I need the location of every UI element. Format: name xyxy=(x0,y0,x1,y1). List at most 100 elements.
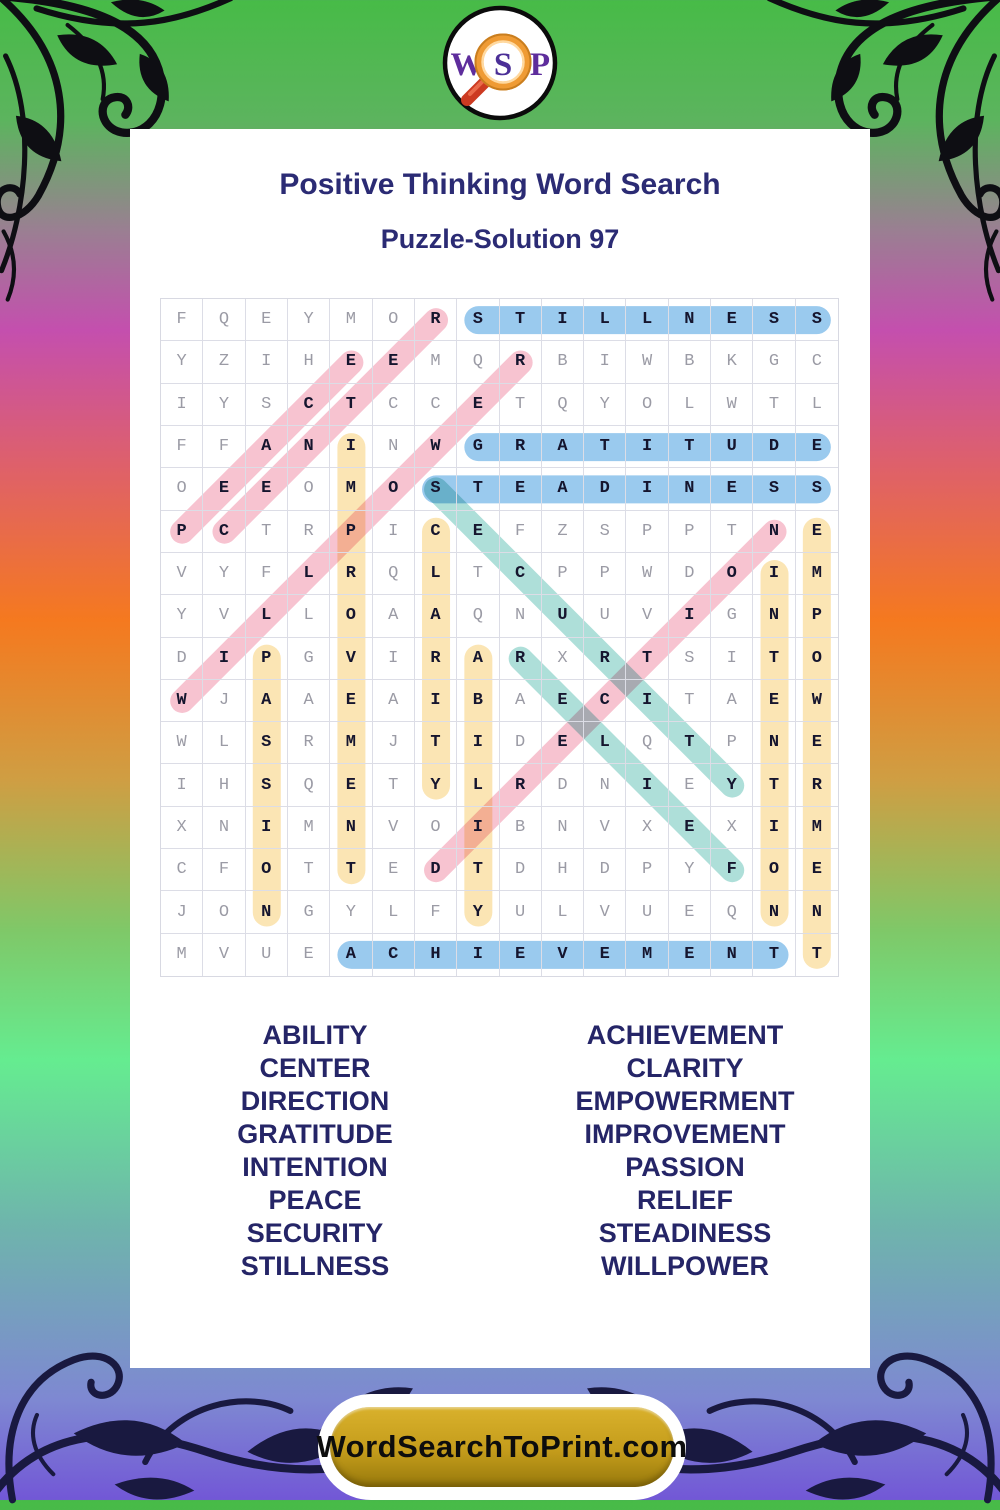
grid-cell: M xyxy=(330,722,373,765)
grid-cell: Z xyxy=(541,510,585,553)
grid-cell: Y xyxy=(161,595,204,638)
grid-cell: O xyxy=(795,638,838,680)
grid-cell: V xyxy=(203,933,246,976)
grid-cell: G xyxy=(711,595,754,638)
grid-cell: R xyxy=(499,764,542,807)
logo-letter-p: P xyxy=(530,47,550,83)
grid-cell: O xyxy=(203,891,246,934)
grid-cell: R xyxy=(287,510,331,553)
grid-cell: U xyxy=(711,425,754,469)
grid-cell: E xyxy=(795,722,838,765)
grid-cell: U xyxy=(626,891,669,934)
grid-cell: N xyxy=(668,299,712,342)
grid-cell: L xyxy=(287,595,331,638)
grid-cell: Y xyxy=(203,552,246,596)
word-list-item: CENTER xyxy=(259,1053,371,1083)
grid-cell: B xyxy=(541,341,585,384)
grid-cell: T xyxy=(584,425,627,469)
grid-cell: H xyxy=(287,341,331,384)
grid-cell: H xyxy=(415,933,458,976)
word-list-item: STEADINESS xyxy=(598,1218,772,1248)
grid-cell: V xyxy=(372,806,415,850)
grid-cell: T xyxy=(414,722,458,765)
grid-cell: S xyxy=(245,383,288,426)
grid-cell: A xyxy=(711,679,754,723)
grid-cell: E xyxy=(457,383,500,426)
grid-cell: I xyxy=(457,806,500,850)
grid-cell: O xyxy=(161,468,204,511)
grid-cell: N xyxy=(245,891,288,934)
grid-cell: N xyxy=(668,468,712,511)
grid-cell: H xyxy=(203,764,246,807)
grid-cell: U xyxy=(541,595,585,638)
word-list-right: ACHIEVEMENT CLARITY EMPOWERMENT IMPROVEMENT… xyxy=(500,1019,870,1283)
grid-cell: P xyxy=(584,552,627,596)
grid-cell: J xyxy=(203,679,246,723)
grid-cell: T xyxy=(499,299,542,342)
grid-cell: T xyxy=(330,849,373,892)
grid-cell: B xyxy=(457,679,500,723)
grid-cell: A xyxy=(372,679,415,723)
grid-cell: L xyxy=(372,891,415,934)
word-highlight-peace xyxy=(170,350,364,544)
grid-cell: C xyxy=(414,510,458,553)
site-button-glow: WordSearchToPrint.com xyxy=(316,1394,687,1500)
grid-cell: F xyxy=(414,891,458,934)
grid-cell: T xyxy=(753,764,796,807)
grid-cell: C xyxy=(287,383,331,426)
grid-cell: R xyxy=(287,722,331,765)
grid-cell: N xyxy=(287,425,331,469)
grid-cell: E xyxy=(711,468,754,511)
grid-cell: B xyxy=(668,341,712,384)
grid-cell: N xyxy=(584,764,627,807)
grid-cell: T xyxy=(457,468,500,511)
grid-cell: N xyxy=(372,425,415,469)
grid-cell: P xyxy=(626,510,669,553)
grid-cell: I xyxy=(203,637,246,680)
grid-cell: E xyxy=(203,468,246,511)
grid-cell: R xyxy=(795,764,838,807)
grid-cell: E xyxy=(372,341,415,384)
grid-cell: P xyxy=(626,849,669,892)
grid-cell: Y xyxy=(330,891,373,934)
grid-cell: G xyxy=(753,341,796,384)
grid-cell: V xyxy=(203,595,246,638)
grid-cell: S xyxy=(245,764,288,807)
grid-cell: E xyxy=(245,299,288,342)
grid-cell: C xyxy=(414,383,458,426)
grid-cell: S xyxy=(584,510,627,553)
grid-cell: N xyxy=(795,891,838,934)
grid-cell: E xyxy=(668,891,712,934)
grid-cell: Q xyxy=(287,764,331,807)
grid-cell: N xyxy=(330,806,373,850)
grid-cell: E xyxy=(372,849,415,892)
grid-cell: T xyxy=(753,637,796,680)
grid-cell: M xyxy=(161,933,204,976)
grid-cell: J xyxy=(372,722,415,765)
grid-cell: O xyxy=(245,849,288,892)
grid-cell: C xyxy=(373,933,415,976)
page-subtitle: Puzzle-Solution 97 xyxy=(380,224,620,254)
site-button[interactable]: WordSearchToPrint.com xyxy=(316,1407,687,1487)
grid-cell: V xyxy=(584,806,627,850)
grid-cell: U xyxy=(584,595,627,638)
grid-cell: T xyxy=(372,764,415,807)
grid-cell: Y xyxy=(203,383,246,426)
grid-cell: Y xyxy=(457,891,500,934)
grid-cell: S xyxy=(457,299,500,342)
grid-cell: I xyxy=(372,637,415,680)
grid-cell: T xyxy=(753,383,796,426)
grid-cell: E xyxy=(795,849,838,892)
grid-cell: N xyxy=(753,510,796,553)
grid-cell: H xyxy=(541,849,585,892)
magnifier-icon xyxy=(461,33,532,106)
grid-cell: E xyxy=(541,679,585,723)
grid-cell: N xyxy=(753,891,796,934)
grid-cell: A xyxy=(457,637,500,680)
word-list-item: PEACE xyxy=(268,1185,362,1215)
grid-cell: I xyxy=(753,806,796,850)
grid-cell: N xyxy=(499,595,542,638)
grid-cell: C xyxy=(584,679,627,723)
word-list-item: ABILITY xyxy=(262,1020,368,1050)
grid-cell: L xyxy=(203,722,246,765)
